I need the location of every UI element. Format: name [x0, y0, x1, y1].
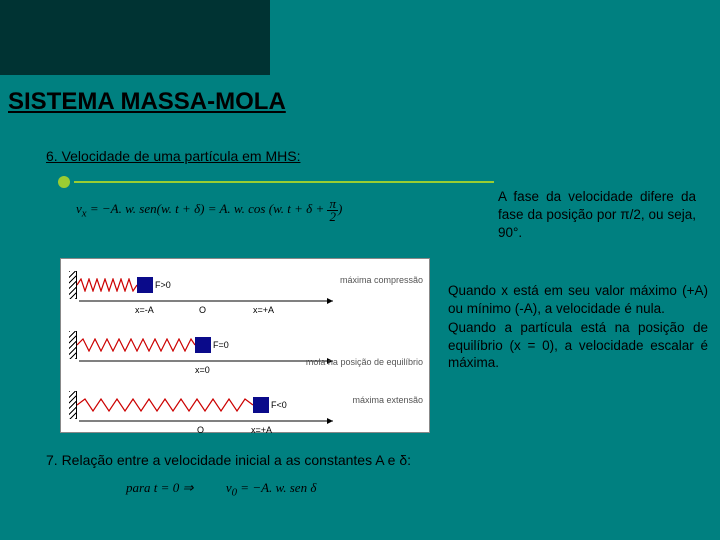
mass-block: [137, 277, 153, 293]
spring-compressed: [77, 278, 137, 292]
diagram-row-extended: F<0 O x=+A máxima extensão: [69, 391, 423, 419]
mass-block: [195, 337, 211, 353]
diagram-row-equilibrium: F=0 x=0 mola na posição de equilíbrio: [69, 331, 423, 359]
formula-initial-velocity: para t = 0 ⇒ v0 = −A. w. sen δ: [126, 480, 316, 499]
spring-diagram: F>0 x=-A O x=+A máxima compressão F=0 x=…: [60, 258, 430, 433]
state-label: máxima extensão: [352, 395, 423, 405]
wall-icon: [69, 391, 77, 419]
axis-label: x=-A: [135, 305, 154, 315]
spring-equilibrium: [77, 338, 195, 352]
force-label: F<0: [271, 400, 287, 410]
bullet-icon: [58, 176, 70, 188]
axis-line: [79, 413, 339, 429]
axis-label: x=0: [195, 365, 210, 375]
axis-label-o: O: [197, 425, 204, 435]
mass-block: [253, 397, 269, 413]
force-label: F=0: [213, 340, 229, 350]
state-label: mola na posição de equilíbrio: [306, 357, 423, 367]
phase-description: A fase da velocidade difere da fase da p…: [498, 188, 696, 243]
formula-condition: para t = 0 ⇒: [126, 480, 193, 495]
state-label: máxima compressão: [340, 275, 423, 285]
axis-label-o: O: [199, 305, 206, 315]
section-7-heading: 7. Relação entre a velocidade inicial a …: [46, 452, 411, 468]
wall-icon: [69, 271, 77, 299]
formula-result: v0 = −A. w. sen δ: [226, 480, 317, 495]
header-block: [0, 0, 270, 75]
spring-extended: [77, 398, 253, 412]
force-label: F>0: [155, 280, 171, 290]
axis-label: x=+A: [251, 425, 272, 435]
diagram-row-compressed: F>0 x=-A O x=+A máxima compressão: [69, 271, 423, 299]
axis-line: [79, 293, 339, 309]
section-6-heading: 6. Velocidade de uma partícula em MHS:: [46, 148, 300, 164]
divider-line: [74, 181, 494, 183]
page-title: SISTEMA MASSA-MOLA: [8, 88, 286, 116]
wall-icon: [69, 331, 77, 359]
formula-velocity: vx = −A. w. sen(w. t + δ) = A. w. cos (w…: [76, 198, 342, 222]
description-text: Quando x está em seu valor máximo (+A) o…: [448, 282, 708, 374]
axis-label-r: x=+A: [253, 305, 274, 315]
